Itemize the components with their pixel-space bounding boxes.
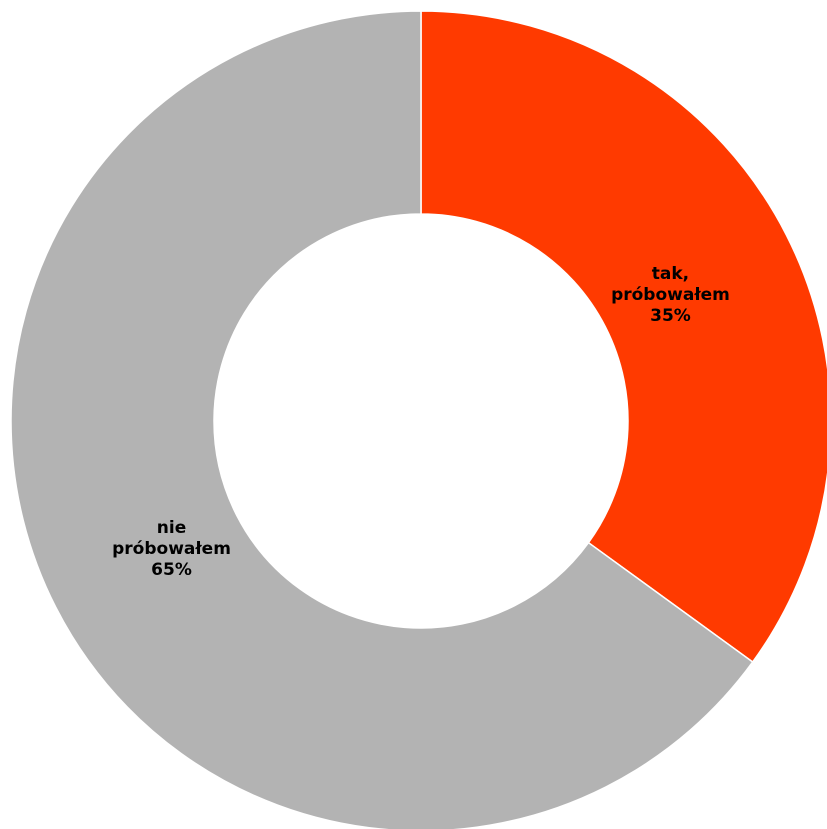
slice-label-line: próbowałem	[112, 539, 231, 559]
slice-label-1: tak, próbowałem 35%	[611, 264, 730, 326]
slice-label-2: nie próbowałem 65%	[112, 518, 231, 580]
slice-labels: tak, próbowałem 35%nie próbowałem 65%	[112, 264, 730, 580]
slice-label-line: próbowałem	[611, 285, 730, 305]
slice-2	[10, 10, 754, 829]
slice-1	[420, 10, 827, 664]
slice-value-text: 65%	[151, 560, 192, 580]
slice-label-line: tak,	[652, 264, 689, 284]
slice-label-line: nie	[157, 518, 186, 538]
donut-slices	[10, 10, 827, 829]
slice-value-text: 35%	[650, 306, 691, 326]
